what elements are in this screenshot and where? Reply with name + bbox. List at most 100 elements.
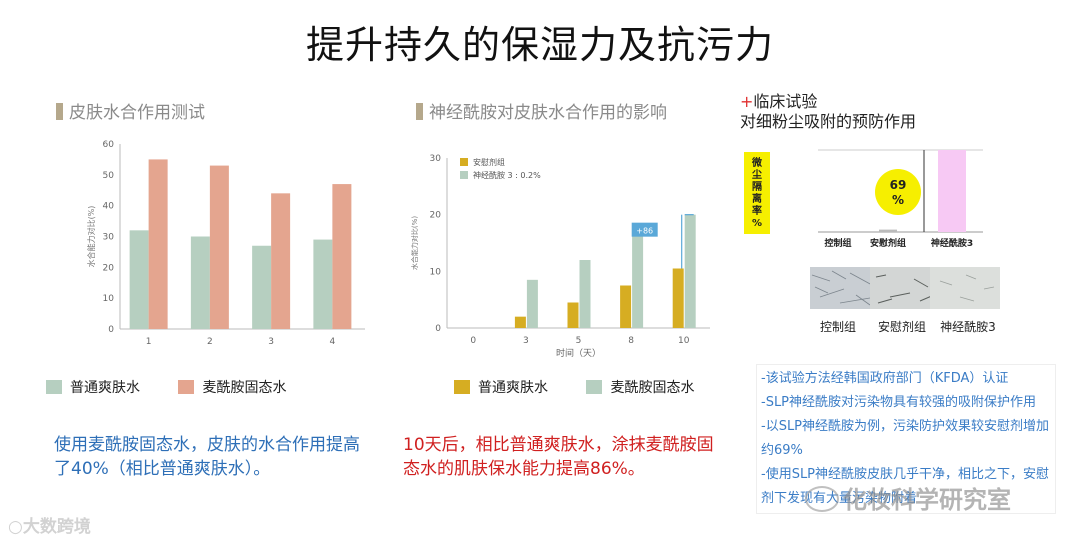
watermark-left-icon: ○ (8, 517, 23, 537)
bar (938, 150, 966, 232)
micro-image-placebo-svg (870, 267, 940, 309)
page-title: 提升持久的保湿力及抗污力 (305, 23, 774, 67)
bar (190, 236, 210, 329)
legend-label: 麦酰胺固态水 (202, 380, 287, 396)
note-line: -该试验方法经韩国政府部门（KFDA）认证 (761, 371, 1009, 386)
micro-label-control: 控制组 (819, 320, 856, 334)
bar (684, 214, 696, 328)
y-axis-label: 水合能力对比(%) (86, 206, 96, 268)
y-tick-label: 20 (430, 211, 442, 221)
note-line: -SLP神经酰胺对污染物具有较强的吸附保护作用 (761, 395, 1037, 410)
micro-label-ceramide: 神经酰胺3 (940, 320, 996, 334)
bar (129, 230, 149, 329)
bar (567, 302, 579, 328)
legend-swatch-green (46, 380, 62, 394)
bar (332, 184, 352, 329)
bar (879, 229, 897, 232)
watermark-right-text: 化妆科学研究室 (843, 486, 1011, 514)
bar (252, 245, 272, 329)
ylabel-char: 尘 (752, 168, 762, 181)
y-tick-label: 20 (103, 263, 115, 273)
bar-label: 神经酰胺3 (931, 237, 973, 249)
x-tick-label: 0 (470, 336, 476, 346)
ylabel-box (744, 152, 770, 234)
annotation-circle (875, 169, 921, 215)
watermark-right: 化妆科学研究室 (805, 480, 1011, 515)
y-tick-label: 10 (430, 267, 442, 277)
legend-swatch-gold (454, 380, 470, 394)
y-axis-label: 水合能力对比(%) (410, 216, 419, 270)
legend-label: 普通爽肤水 (478, 380, 548, 396)
legend-item-ceramide-water: 麦酰胺固态水 (586, 377, 694, 397)
ylabel-char: 离 (752, 192, 762, 205)
micro-image-ceramide-svg (930, 267, 1000, 309)
bar (514, 316, 526, 328)
x-tick-label: 10 (678, 336, 690, 346)
bar-label: 安慰剂组 (870, 237, 906, 249)
y-tick-label: 10 (103, 294, 115, 304)
bar (209, 165, 229, 329)
annotation-label: +86 (636, 227, 653, 236)
title-marker (416, 103, 423, 120)
annotation-value: 69 (890, 178, 907, 192)
y-tick-label: 30 (103, 233, 115, 243)
ylabel-char: % (752, 218, 762, 229)
clinical-notes: -该试验方法经韩国政府部门（KFDA）认证 -SLP神经酰胺对污染物具有较强的吸… (756, 364, 1056, 514)
legend-label: 普通爽肤水 (70, 380, 140, 396)
clinical-subtitle: 对细粉尘吸附的预防作用 (740, 112, 917, 131)
bar (526, 279, 538, 328)
legend-item-ceramide-water: 麦酰胺固态水 (178, 377, 286, 397)
legend-label: 麦酰胺固态水 (610, 380, 695, 396)
chart2-title-text: 神经酰胺对皮肤水合作用的影响 (429, 103, 667, 123)
watermark-left-text: 大数跨境 (22, 517, 91, 537)
micro-label-placebo: 安慰剂组 (877, 320, 926, 334)
ylabel-char: 隔 (752, 181, 762, 193)
bar (313, 239, 333, 329)
x-tick-label: 1 (146, 337, 152, 347)
bar (620, 285, 632, 328)
y-tick-label: 30 (430, 154, 442, 164)
x-axis-label: 时间（天） (556, 347, 601, 359)
bar (271, 193, 291, 329)
legend-swatch-green (586, 380, 603, 394)
clinical-title: +临床试验 对细粉尘吸附的预防作用 (740, 92, 916, 132)
chart2-caption: 10天后，相比普通爽肤水，涂抹麦酰胺固态水的肌肤保水能力提高86%。 (403, 435, 714, 479)
ylabel-char: 率 (752, 204, 762, 217)
legend-item-plain-toner: 普通爽肤水 (454, 377, 548, 397)
chart2-title: 神经酰胺对皮肤水合作用的影响 (416, 98, 667, 123)
chart1-title: 皮肤水合作用测试 (56, 98, 205, 123)
inner-legend-swatch (460, 171, 468, 179)
chart1-svg: 0 10 20 30 40 50 60 水合能力对比(%) 1 2 3 4 (86, 140, 365, 347)
wechat-icon (805, 486, 839, 512)
chart1-caption: 使用麦酰胺固态水，皮肤的水合作用提高了40%（相比普通爽肤水）。 (54, 435, 360, 479)
micro-image-control-svg (810, 267, 880, 309)
inner-legend-label: 安慰剂组 (473, 157, 505, 167)
bar-label: 控制组 (824, 237, 851, 249)
title-marker (56, 103, 63, 120)
watermark-left: ○大数跨境 (8, 512, 91, 537)
x-tick-label: 3 (523, 336, 529, 346)
legend-swatch-salmon (178, 380, 195, 394)
chart2-legend: 普通爽肤水 麦酰胺固态水 (454, 377, 728, 397)
micro-image-placebo (870, 267, 940, 309)
y-tick-label: 40 (103, 202, 115, 212)
x-tick-label: 3 (268, 337, 274, 347)
legend-item-plain-toner: 普通爽肤水 (46, 377, 140, 397)
y-tick-label: 0 (435, 324, 441, 334)
inner-legend-swatch (460, 158, 468, 166)
x-tick-label: 2 (207, 337, 213, 347)
chart1-title-text: 皮肤水合作用测试 (69, 103, 205, 123)
chart1-legend: 普通爽肤水 麦酰胺固态水 (46, 377, 320, 397)
plus-mark: + (740, 92, 754, 111)
x-tick-label: 5 (576, 336, 582, 346)
x-tick-label: 8 (628, 336, 634, 346)
micro-image-ceramide (930, 267, 1000, 309)
bar (148, 159, 168, 329)
clinical-title-text: 临床试验 (753, 92, 818, 111)
note-line: -使用SLP神经酰胺皮肤几乎干净，相比之下，安慰剂下发现有大量污染物附着 (761, 467, 1050, 506)
bar (632, 228, 644, 328)
bar (579, 260, 591, 328)
note-line: -以SLP神经酰胺为例，污染防护效果较安慰剂增加约69% (761, 419, 1050, 458)
micro-image-control (810, 267, 880, 309)
